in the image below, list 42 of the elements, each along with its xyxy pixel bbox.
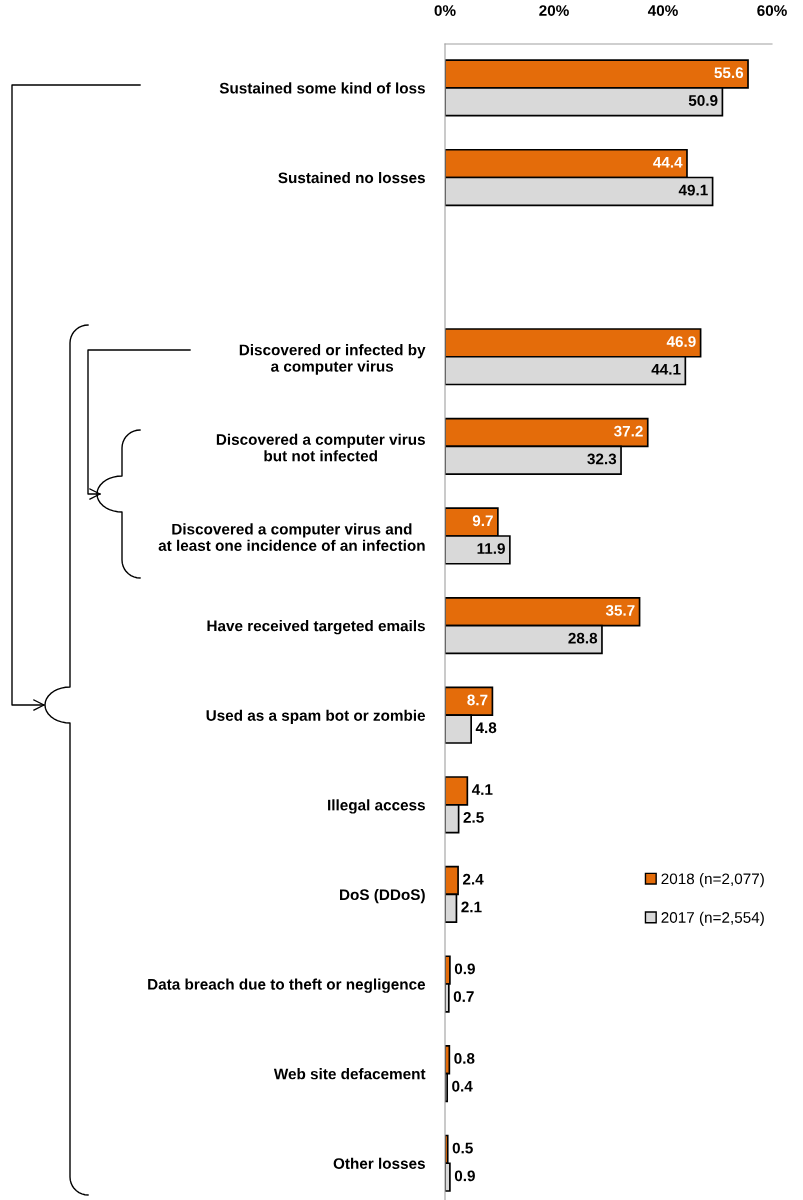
data-label: 4.8: [475, 722, 497, 734]
data-label: 0.4: [452, 1080, 473, 1092]
y-tick-label: Web site defacement: [273, 1068, 426, 1080]
data-label: 0.7: [453, 991, 474, 1003]
y-tick-label: Discovered or infected by a computer virus: [239, 344, 426, 375]
data-label: 2.1: [461, 901, 482, 913]
data-label: 0.9: [454, 963, 475, 975]
y-tick-label: Sustained some kind of loss: [219, 82, 425, 94]
y-tick-label: Discovered a computer virus and at least one incidence of an infection: [158, 523, 425, 551]
legend-label: 2018 (n=2,077): [661, 872, 764, 888]
y-tick-label: DoS (DDoS): [340, 888, 425, 904]
data-label: 4.1: [471, 784, 493, 795]
x-tick-label: 0%: [434, 5, 456, 16]
y-tick-label: Data breach due to theft or negligence: [148, 978, 426, 993]
x-tick-label: 20%: [539, 5, 569, 16]
data-label: 8.7: [467, 694, 488, 706]
data-label: 55.6: [714, 67, 744, 79]
legend-label: 2017 (n=2,554): [661, 911, 764, 926]
data-label: 11.9: [477, 543, 505, 554]
x-tick-label: 40%: [647, 5, 678, 16]
data-label: 50.9: [688, 95, 718, 106]
data-label: 49.1: [678, 184, 708, 196]
data-label: 2.4: [462, 873, 484, 885]
data-label: 35.7: [605, 604, 635, 616]
y-tick-label: Have received targeted emails: [207, 620, 425, 635]
data-label: 9.7: [472, 515, 493, 527]
data-label: 37.2: [614, 425, 643, 437]
data-label: 32.3: [587, 453, 617, 465]
x-tick-label: 60%: [757, 5, 787, 16]
data-label: 44.4: [653, 157, 683, 168]
data-label: 28.8: [568, 632, 598, 644]
data-label: 0.5: [452, 1142, 473, 1154]
y-tick-label: Illegal access: [328, 799, 425, 814]
data-label: 0.8: [454, 1053, 475, 1064]
y-tick-label: Discovered a computer virus but not infected: [216, 433, 425, 462]
y-tick-label: Other losses: [333, 1157, 425, 1169]
y-tick-label: Used as a spam bot or zombie: [206, 709, 426, 724]
y-tick-label: Sustained no losses: [278, 171, 425, 184]
data-label: 44.1: [651, 364, 681, 375]
data-label: 0.9: [454, 1170, 475, 1182]
data-label: 2.5: [463, 811, 484, 823]
data-label: 46.9: [666, 336, 696, 347]
